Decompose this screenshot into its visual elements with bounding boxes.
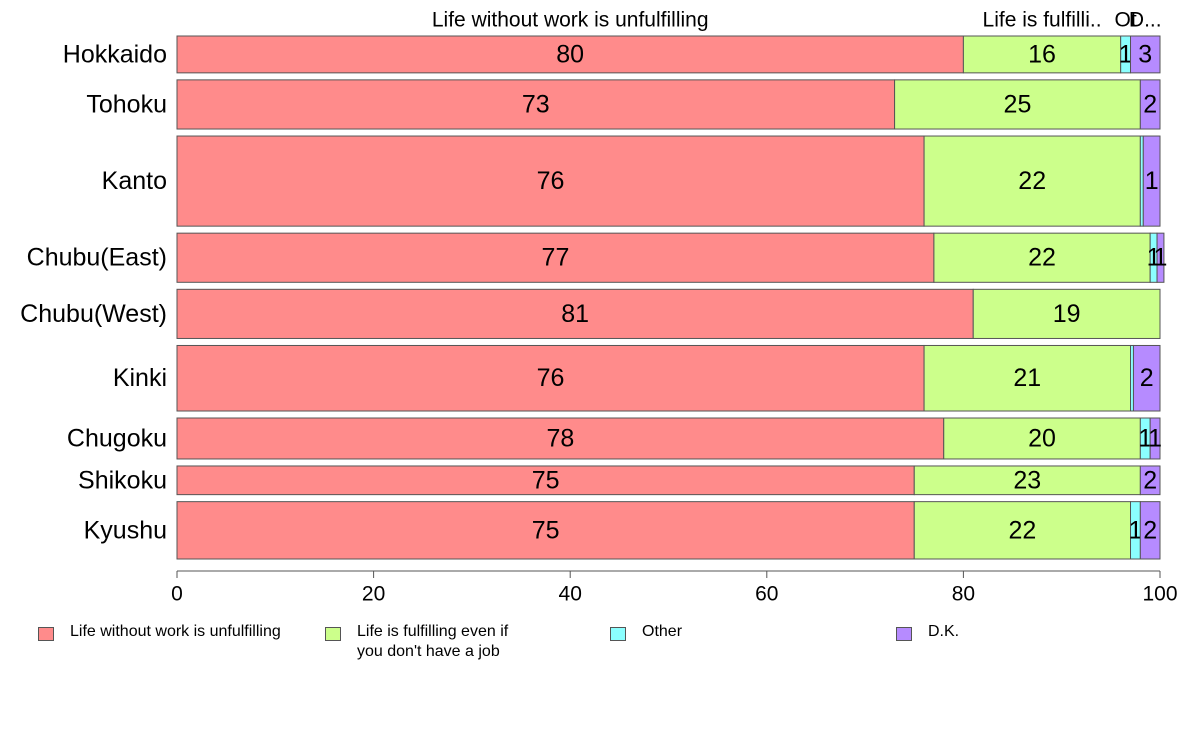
bar-segment-chubu-west-life-without-work-is-unfulfilling xyxy=(176,288,974,339)
data-label-hokkaido-d-k: 3 xyxy=(1138,40,1152,68)
data-label-shikoku-life-is-fulfilling-even-if-you-don-t-have-a-job: 23 xyxy=(1013,466,1041,494)
data-label-kinki-life-is-fulfilling-even-if-you-don-t-have-a-job: 21 xyxy=(1013,364,1041,392)
data-label-hokkaido-life-is-fulfilling-even-if-you-don-t-have-a-job: 16 xyxy=(1028,40,1056,68)
x-tick-label-0: 0 xyxy=(171,583,183,606)
data-label-chubu-west-life-without-work-is-unfulfilling: 81 xyxy=(561,300,589,328)
bar-segment-kyushu-life-without-work-is-unfulfilling xyxy=(176,501,915,560)
data-label-kinki-d-k: 2 xyxy=(1140,364,1154,392)
data-label-hokkaido-life-without-work-is-unfulfilling: 80 xyxy=(556,40,584,68)
legend-item-life-without-work-is-unfulfilling: Life without work is unfulfilling xyxy=(38,622,281,642)
legend-swatch xyxy=(325,627,341,641)
legend-label: Life is fulfilling even if you don't have… xyxy=(357,623,509,660)
bar-segment-kanto-d-k xyxy=(1142,135,1161,227)
bar-segment-tohoku-life-without-work-is-unfulfilling xyxy=(176,79,896,130)
x-axis: 0 20 40 60 80 100 xyxy=(171,570,1178,606)
bar-segment-kanto-life-is-fulfilling-even-if-you-don-t-have-a-job xyxy=(923,135,1141,227)
bar-segment-hokkaido-d-k xyxy=(1130,35,1161,74)
data-label-chugoku-d-k: 1 xyxy=(1148,424,1162,452)
category-label-kyushu: Kyushu xyxy=(84,516,167,544)
category-label-kanto: Kanto xyxy=(102,167,167,195)
legend-item-d-k: D.K. xyxy=(896,622,959,642)
x-tick-label-20: 20 xyxy=(362,583,385,606)
data-label-kyushu-life-without-work-is-unfulfilling: 75 xyxy=(532,516,560,544)
data-label-hokkaido-other: 1 xyxy=(1119,40,1133,68)
category-label-chubu-east: Chubu(East) xyxy=(27,244,167,272)
top-segment-labels: Life without work is unfulfilling Life is… xyxy=(432,9,1162,32)
data-label-shikoku-life-without-work-is-unfulfilling: 75 xyxy=(532,466,560,494)
bar-segment-shikoku-d-k xyxy=(1139,465,1161,496)
bar-segment-kinki-life-is-fulfilling-even-if-you-don-t-have-a-job xyxy=(923,344,1132,412)
data-label-tohoku-d-k: 2 xyxy=(1143,90,1157,118)
legend-label: Other xyxy=(642,623,683,640)
legend-item-other: Other xyxy=(610,622,682,642)
data-label-kyushu-other: 1 xyxy=(1128,516,1142,544)
top-label-life-is-fulfilling-even-if-you-don-t-have-a-job: Life is fulfilli.. xyxy=(983,9,1102,32)
bar-segment-tohoku-d-k xyxy=(1139,79,1161,130)
legend: Life without work is unfulfilling Life is… xyxy=(38,622,1178,672)
bar-segment-kanto-life-without-work-is-unfulfilling xyxy=(176,135,925,227)
x-tick-label-80: 80 xyxy=(952,583,975,606)
category-label-tohoku: Tohoku xyxy=(86,90,167,118)
top-label-life-without-work-is-unfulfilling: Life without work is unfulfilling xyxy=(432,9,709,32)
x-tick-label-40: 40 xyxy=(559,583,582,606)
x-tick-label-100: 100 xyxy=(1142,583,1177,606)
data-label-kyushu-d-k: 2 xyxy=(1143,516,1157,544)
data-label-chubu-east-life-without-work-is-unfulfilling: 77 xyxy=(542,244,570,272)
data-label-chugoku-life-is-fulfilling-even-if-you-don-t-have-a-job: 20 xyxy=(1028,424,1056,452)
category-label-chubu-west: Chubu(West) xyxy=(20,300,167,328)
data-label-tohoku-life-without-work-is-unfulfilling: 73 xyxy=(522,90,550,118)
bar-segment-chubu-east-d-k xyxy=(1156,232,1165,283)
x-tick-label-60: 60 xyxy=(755,583,778,606)
data-label-kinki-life-without-work-is-unfulfilling: 76 xyxy=(537,364,565,392)
top-label-other: Ot xyxy=(1115,9,1137,32)
data-label-kanto-life-is-fulfilling-even-if-you-don-t-have-a-job: 22 xyxy=(1018,167,1046,195)
data-label-kanto-life-without-work-is-unfulfilling: 76 xyxy=(537,167,565,195)
bar-segment-kyushu-life-is-fulfilling-even-if-you-don-t-have-a-job xyxy=(913,501,1132,560)
top-label-d-k: D... xyxy=(1129,9,1162,32)
category-label-kinki: Kinki xyxy=(113,364,167,392)
data-label-chugoku-other: 1 xyxy=(1138,424,1152,452)
bar-segment-shikoku-life-without-work-is-unfulfilling xyxy=(176,465,915,496)
bar-segment-chugoku-life-without-work-is-unfulfilling xyxy=(176,417,945,460)
legend-swatch xyxy=(610,627,626,641)
bar-segment-chubu-east-life-is-fulfilling-even-if-you-don-t-have-a-job xyxy=(933,232,1151,283)
data-label-kanto-d-k: 1 xyxy=(1145,167,1159,195)
bar-segment-kinki-life-without-work-is-unfulfilling xyxy=(176,344,925,412)
bar-segment-tohoku-life-is-fulfilling-even-if-you-don-t-have-a-job xyxy=(894,79,1141,130)
bar-segment-kinki-d-k xyxy=(1132,344,1161,412)
data-label-kyushu-life-is-fulfilling-even-if-you-don-t-have-a-job: 22 xyxy=(1008,516,1036,544)
legend-swatch xyxy=(896,627,912,641)
bar-segment-chugoku-d-k xyxy=(1149,417,1161,460)
category-labels: Hokkaido Tohoku Kanto Chubu(East) Chubu(West… xyxy=(20,40,167,544)
category-label-chugoku: Chugoku xyxy=(67,424,167,452)
data-label-chubu-east-d-k: 1 xyxy=(1154,244,1168,272)
category-label-shikoku: Shikoku xyxy=(78,466,167,494)
data-label-chugoku-life-without-work-is-unfulfilling: 78 xyxy=(546,424,574,452)
data-label-chubu-east-life-is-fulfilling-even-if-you-don-t-have-a-job: 22 xyxy=(1028,244,1056,272)
data-label-chubu-west-life-is-fulfilling-even-if-you-don-t-have-a-job: 19 xyxy=(1053,300,1081,328)
legend-label: D.K. xyxy=(928,623,960,640)
legend-label: Life without work is unfulfilling xyxy=(70,623,281,640)
bar-segment-chugoku-life-is-fulfilling-even-if-you-don-t-have-a-job xyxy=(943,417,1141,460)
category-label-hokkaido: Hokkaido xyxy=(63,40,167,68)
data-label-shikoku-d-k: 2 xyxy=(1143,466,1157,494)
legend-item-life-is-fulfilling-even-if-you-don-t-have-a-job: Life is fulfilling even if you don't have… xyxy=(325,622,508,662)
bar-segment-chubu-west-life-is-fulfilling-even-if-you-don-t-have-a-job xyxy=(972,288,1161,339)
legend-swatch xyxy=(38,627,54,641)
bar-segment-kyushu-d-k xyxy=(1139,501,1161,560)
data-label-tohoku-life-is-fulfilling-even-if-you-don-t-have-a-job: 25 xyxy=(1004,90,1032,118)
